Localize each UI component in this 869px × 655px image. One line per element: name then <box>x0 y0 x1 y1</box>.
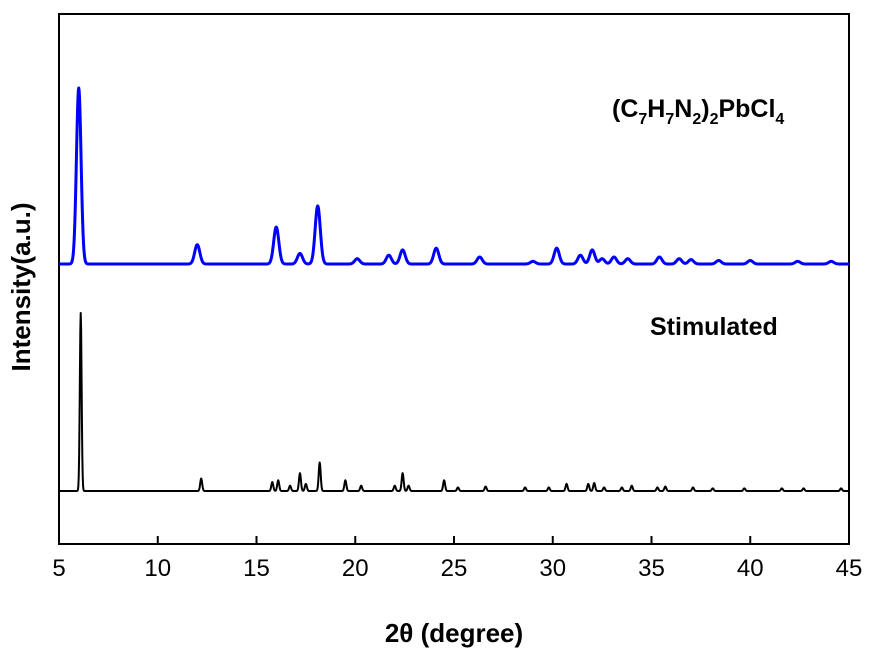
x-tick-label-35: 35 <box>638 555 665 582</box>
plot-frame <box>58 13 850 545</box>
top-series-label: (C7H7N2)2PbCl4 <box>612 95 784 128</box>
x-tick-label-30: 30 <box>539 555 566 582</box>
x-tick-label-45: 45 <box>836 555 863 582</box>
x-tick-label-20: 20 <box>342 555 369 582</box>
x-tick-label-25: 25 <box>441 555 468 582</box>
x-tick-label-5: 5 <box>52 555 65 582</box>
series-line-measured <box>57 86 851 266</box>
series-layer <box>57 86 851 492</box>
series-line-stimulated <box>58 312 850 492</box>
y-axis-label: Intensity(a.u.) <box>6 202 36 371</box>
x-tick-label-40: 40 <box>737 555 764 582</box>
x-tick-label-10: 10 <box>144 555 171 582</box>
x-tick-label-15: 15 <box>243 555 270 582</box>
x-axis-label: 2θ (degree) <box>385 618 523 648</box>
x-axis-ticks: 5 10 15 20 25 30 35 40 45 <box>52 536 862 582</box>
bottom-series-label: Stimulated <box>650 313 778 341</box>
